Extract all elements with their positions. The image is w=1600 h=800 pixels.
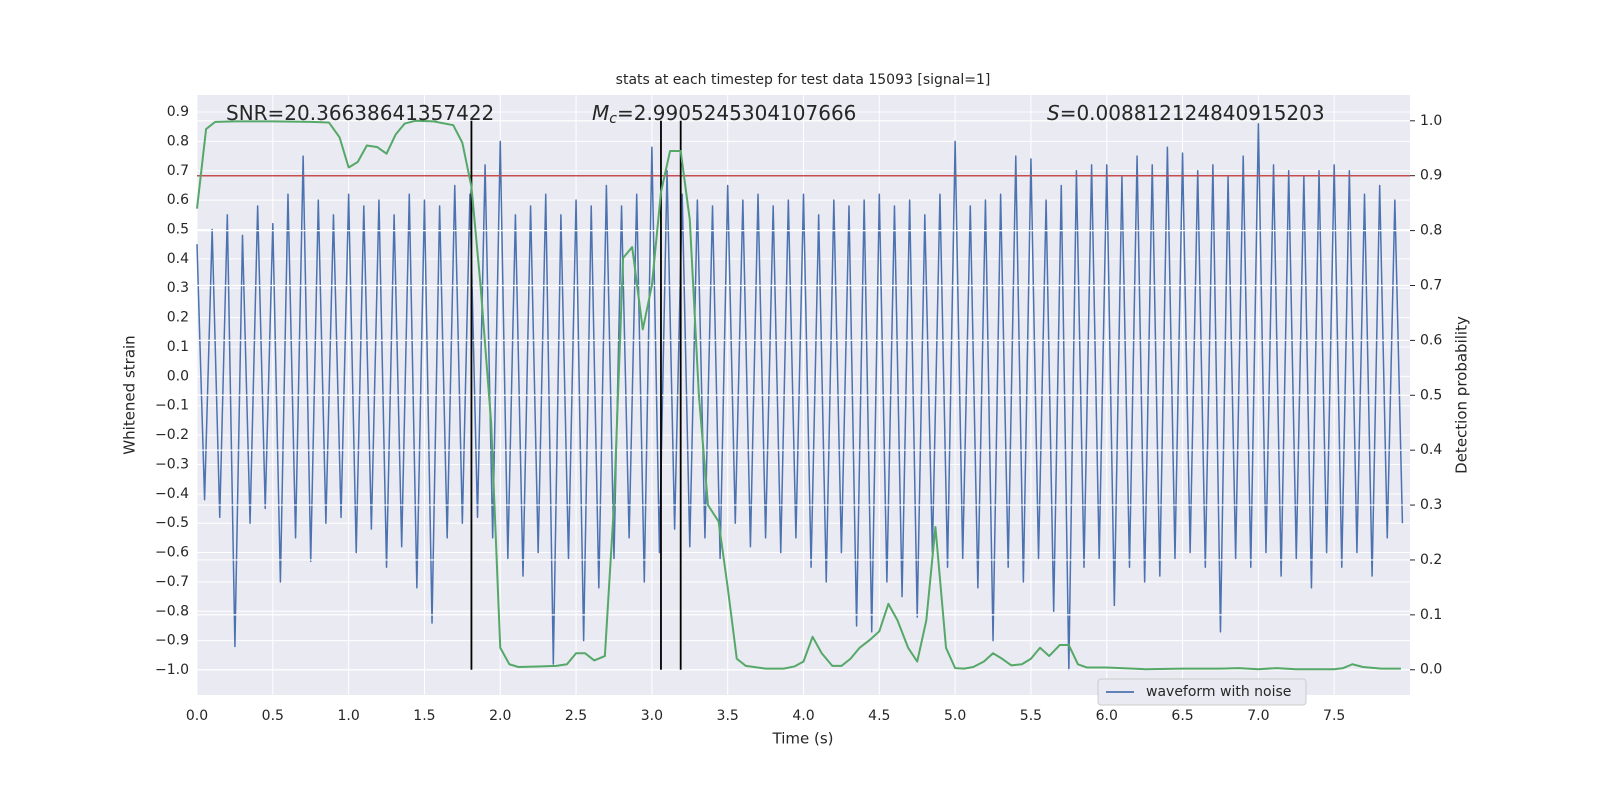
y2-tick-label: 1.0 [1420, 113, 1442, 129]
x-tick-label: 5.0 [944, 708, 966, 724]
x-tick-label: 1.0 [337, 708, 359, 724]
y2-axis-label: Detection probability [1453, 316, 1471, 474]
y-tick-label: 0.0 [167, 368, 189, 384]
y2-tick-label: 0.2 [1420, 552, 1442, 568]
y-tick-label: −0.2 [155, 427, 189, 443]
y-tick-label: −0.3 [155, 456, 189, 472]
y-axis-label: Whitened strain [121, 335, 139, 454]
y-tick-label: 0.4 [167, 251, 189, 267]
y-tick-label: 0.1 [167, 339, 189, 355]
y2-tick-label: 0.6 [1420, 332, 1442, 348]
annotation-subscript: c [609, 111, 617, 127]
x-tick-label: 2.5 [565, 708, 587, 724]
y-tick-label: 0.9 [167, 104, 189, 120]
annotation-text: =2.9905245304107666 [617, 101, 856, 125]
annotation: S=0.008812124840915203 [1047, 101, 1325, 125]
x-axis-label: Time (s) [772, 730, 834, 748]
x-tick-label: 6.0 [1096, 708, 1118, 724]
y2-tick-label: 0.8 [1420, 223, 1442, 239]
x-tick-label: 4.5 [868, 708, 890, 724]
x-tick-label: 7.5 [1323, 708, 1345, 724]
y2-tick-label: 0.3 [1420, 497, 1442, 513]
x-tick-label: 0.5 [262, 708, 284, 724]
annotation-symbol: S [1047, 101, 1060, 125]
x-tick-label: 4.0 [792, 708, 814, 724]
x-tick-label: 2.0 [489, 708, 511, 724]
y-tick-label: 0.5 [167, 222, 189, 238]
x-tick-label: 3.0 [641, 708, 663, 724]
y-tick-label: 0.6 [167, 192, 189, 208]
y-tick-label: 0.2 [167, 310, 189, 326]
legend-label: waveform with noise [1146, 684, 1291, 700]
series-line [196, 123, 1404, 671]
annotation-symbol: M [592, 101, 609, 125]
annotation: Mc=2.9905245304107666 [592, 101, 856, 128]
annotation: SNR=20.36638641357422 [226, 101, 494, 125]
y2-tick-label: 0.1 [1420, 607, 1442, 623]
x-tick-label: 0.0 [186, 708, 208, 724]
chart-title: stats at each timestep for test data 150… [616, 72, 991, 88]
y2-tick-label: 0.7 [1420, 277, 1442, 293]
y2-tick-label: 0.5 [1420, 387, 1442, 403]
y-tick-label: −0.1 [155, 398, 189, 414]
x-tick-label: 7.0 [1247, 708, 1269, 724]
y-tick-label: 0.3 [167, 280, 189, 296]
x-tick-label: 1.5 [413, 708, 435, 724]
y2-tick-label: 0.4 [1420, 442, 1442, 458]
y-tick-label: −0.8 [155, 603, 189, 619]
y-tick-label: −0.6 [155, 545, 189, 561]
y-tick-label: 0.7 [167, 163, 189, 179]
y-tick-label: −0.9 [155, 633, 189, 649]
y-tick-label: 0.8 [167, 133, 189, 149]
series-line [196, 119, 1401, 671]
x-tick-label: 3.5 [717, 708, 739, 724]
y2-tick-label: 0.0 [1420, 662, 1442, 678]
y-tick-label: −1.0 [155, 662, 189, 678]
annotation-text: =0.008812124840915203 [1060, 101, 1325, 125]
y-tick-label: −0.4 [155, 486, 189, 502]
y-tick-label: −0.7 [155, 574, 189, 590]
y2-tick-label: 0.9 [1420, 168, 1442, 184]
annotation-text: SNR=20.36638641357422 [226, 101, 494, 125]
x-tick-label: 5.5 [1020, 708, 1042, 724]
y-tick-label: −0.5 [155, 515, 189, 531]
x-tick-label: 6.5 [1171, 708, 1193, 724]
legend-box [1097, 678, 1307, 706]
